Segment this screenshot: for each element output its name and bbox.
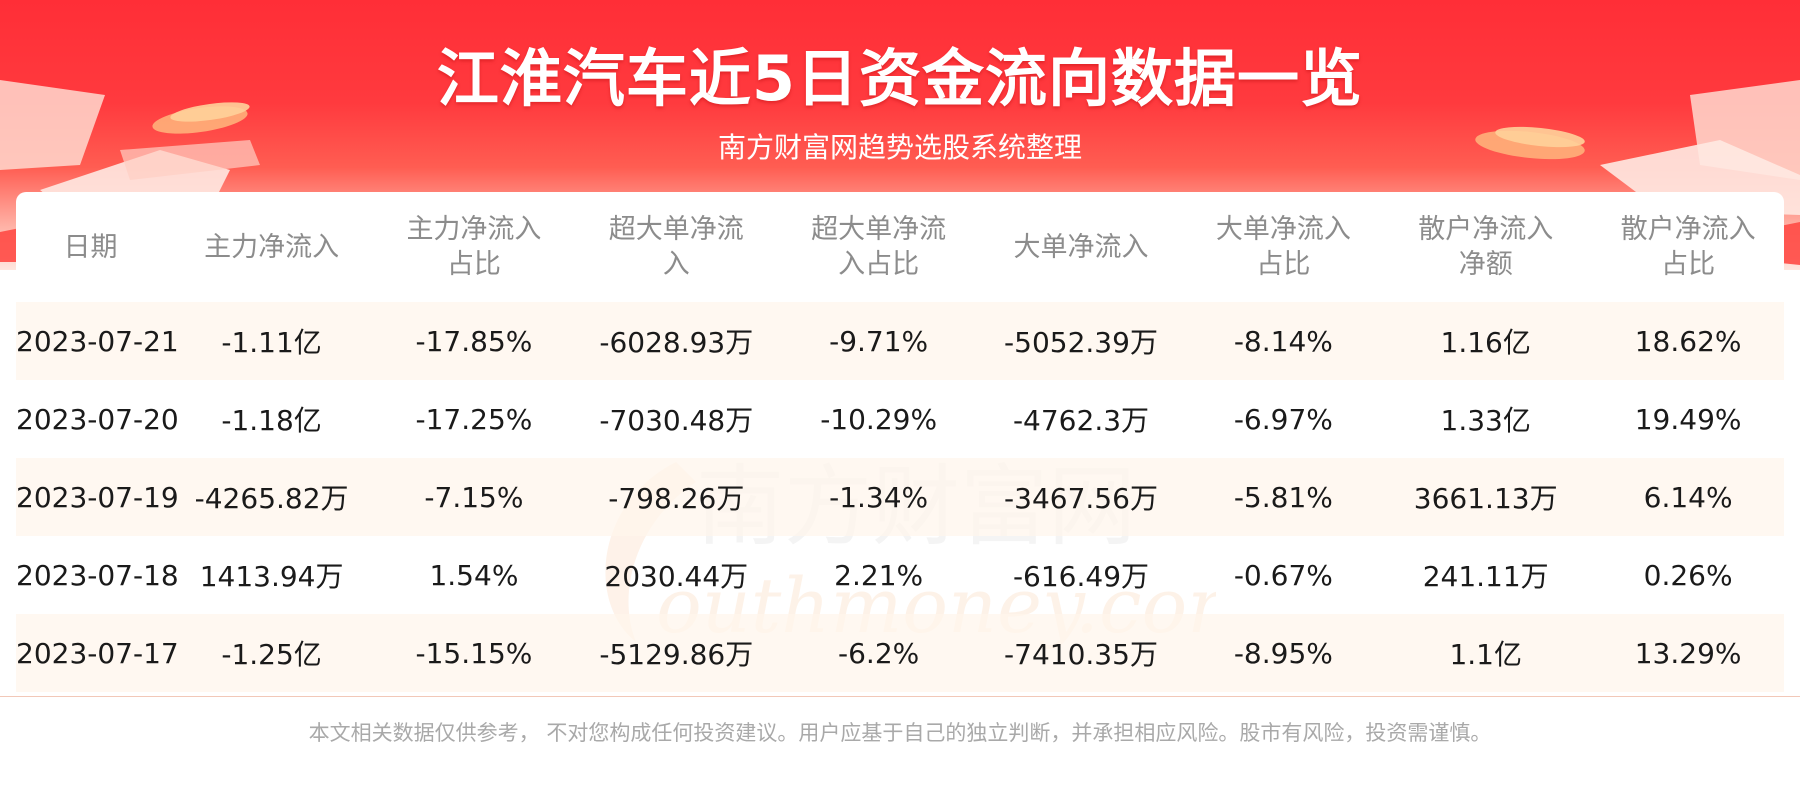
cell-super-large-inflow: -798.26万 — [569, 458, 783, 536]
cell-retail-net: 1.1亿 — [1379, 614, 1593, 692]
fund-flow-table: 日期 主力净流入 主力净流入 占比 超大单净流入 超大单净流 入占比 大单净流入 大… — [16, 192, 1784, 692]
column-header-large-ratio: 大单净流入 占比 — [1215, 214, 1351, 280]
table-row: 2023-07-20 -1.18亿 -17.25% -7030.48万 -10.… — [16, 380, 1784, 458]
cell-super-large-ratio: -9.71% — [782, 302, 975, 380]
cell-super-large-ratio: -1.34% — [782, 458, 975, 536]
cell-retail-ratio: 6.14% — [1592, 458, 1784, 536]
cell-retail-ratio: 0.26% — [1592, 536, 1784, 614]
cell-retail-ratio: 13.29% — [1592, 614, 1784, 692]
cell-large-ratio: -6.97% — [1187, 380, 1380, 458]
cell-large-inflow: -5052.39万 — [974, 302, 1188, 380]
cell-super-large-ratio: -10.29% — [782, 380, 975, 458]
cell-main-ratio: -17.25% — [378, 380, 570, 458]
cell-super-large-inflow: -6028.93万 — [569, 302, 783, 380]
cell-main-ratio: -7.15% — [378, 458, 570, 536]
column-header-main-inflow: 主力净流入 — [204, 231, 340, 263]
page-title: 江淮汽车近5日资金流向数据一览 — [436, 42, 1364, 115]
footer-divider — [0, 696, 1800, 697]
cell-large-inflow: -4762.3万 — [974, 380, 1188, 458]
disclaimer-text: 本文相关数据仅供参考， 不对您构成任何投资建议。用户应基于自己的独立判断，并承担… — [308, 721, 1492, 745]
table-header-row: 日期 主力净流入 主力净流入 占比 超大单净流入 超大单净流 入占比 大单净流入 大… — [16, 192, 1784, 302]
cell-large-inflow: -616.49万 — [974, 536, 1188, 614]
cell-date: 2023-07-21 — [16, 302, 179, 380]
cell-super-large-inflow: -5129.86万 — [569, 614, 783, 692]
cell-date: 2023-07-17 — [16, 614, 179, 692]
cell-date: 2023-07-20 — [16, 380, 179, 458]
cell-main-inflow: -1.25亿 — [165, 614, 379, 692]
column-header-main-ratio: 主力净流入 占比 — [406, 214, 542, 280]
cell-main-ratio: 1.54% — [378, 536, 570, 614]
column-header-date: 日期 — [63, 231, 118, 263]
cell-retail-net: 1.16亿 — [1379, 302, 1593, 380]
column-header-large-inflow: 大单净流入 — [1013, 231, 1149, 263]
cell-super-large-inflow: -7030.48万 — [569, 380, 783, 458]
table-row: 2023-07-17 -1.25亿 -15.15% -5129.86万 -6.2… — [16, 614, 1784, 692]
cell-retail-ratio: 19.49% — [1592, 380, 1784, 458]
cell-large-inflow: -7410.35万 — [974, 614, 1188, 692]
cell-date: 2023-07-19 — [16, 458, 179, 536]
cell-large-ratio: -8.14% — [1187, 302, 1380, 380]
cell-large-ratio: -0.67% — [1187, 536, 1380, 614]
column-header-retail-ratio: 散户净流入 占比 — [1620, 214, 1756, 280]
cell-main-inflow: -1.18亿 — [165, 380, 379, 458]
page-subtitle: 南方财富网趋势选股系统整理 — [717, 131, 1082, 164]
cell-main-inflow: -4265.82万 — [165, 458, 379, 536]
cell-super-large-inflow: 2030.44万 — [569, 536, 783, 614]
cell-retail-net: 241.11万 — [1379, 536, 1593, 614]
cell-main-inflow: -1.11亿 — [165, 302, 379, 380]
table-row: 2023-07-21 -1.11亿 -17.85% -6028.93万 -9.7… — [16, 302, 1784, 380]
cell-large-ratio: -5.81% — [1187, 458, 1380, 536]
cell-retail-net: 3661.13万 — [1379, 458, 1593, 536]
cell-large-inflow: -3467.56万 — [974, 458, 1188, 536]
cell-super-large-ratio: 2.21% — [782, 536, 975, 614]
table-row: 2023-07-18 1413.94万 1.54% 2030.44万 2.21%… — [16, 536, 1784, 614]
column-header-super-large-ratio: 超大单净流 入占比 — [811, 214, 947, 280]
cell-main-ratio: -17.85% — [378, 302, 570, 380]
cell-super-large-ratio: -6.2% — [782, 614, 975, 692]
column-header-retail-net: 散户净流入 净额 — [1418, 214, 1554, 280]
cell-main-ratio: -15.15% — [378, 614, 570, 692]
cell-large-ratio: -8.95% — [1187, 614, 1380, 692]
column-header-super-large-inflow: 超大单净流入 — [608, 214, 744, 280]
cell-retail-net: 1.33亿 — [1379, 380, 1593, 458]
cell-retail-ratio: 18.62% — [1592, 302, 1784, 380]
cell-date: 2023-07-18 — [16, 536, 179, 614]
cell-main-inflow: 1413.94万 — [165, 536, 379, 614]
table-row: 2023-07-19 -4265.82万 -7.15% -798.26万 -1.… — [16, 458, 1784, 536]
